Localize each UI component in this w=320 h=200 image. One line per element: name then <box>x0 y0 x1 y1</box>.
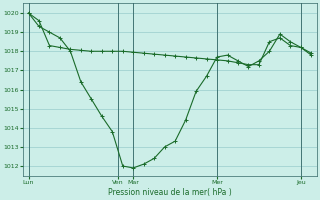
X-axis label: Pression niveau de la mer( hPa ): Pression niveau de la mer( hPa ) <box>108 188 232 197</box>
